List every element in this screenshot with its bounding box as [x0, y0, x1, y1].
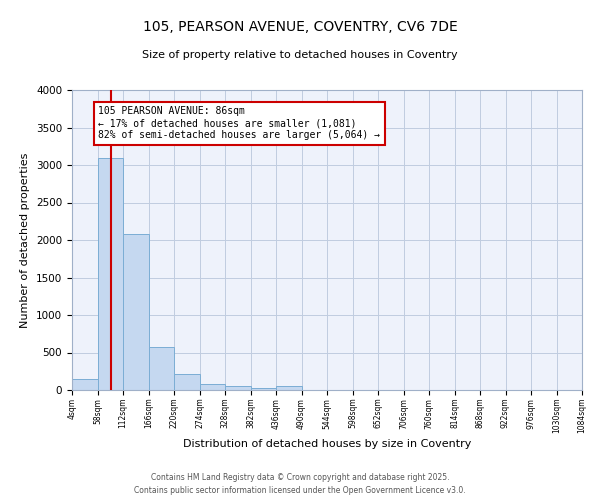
Y-axis label: Number of detached properties: Number of detached properties	[20, 152, 31, 328]
Bar	[225, 386, 251, 390]
Bar	[200, 384, 225, 390]
Bar	[97, 158, 123, 390]
Bar	[251, 388, 276, 390]
Bar	[276, 386, 302, 390]
Text: Contains public sector information licensed under the Open Government Licence v3: Contains public sector information licen…	[134, 486, 466, 495]
X-axis label: Distribution of detached houses by size in Coventry: Distribution of detached houses by size …	[183, 439, 471, 449]
Bar	[72, 379, 97, 390]
Text: Size of property relative to detached houses in Coventry: Size of property relative to detached ho…	[142, 50, 458, 60]
Bar	[123, 234, 149, 390]
Text: 105 PEARSON AVENUE: 86sqm
← 17% of detached houses are smaller (1,081)
82% of se: 105 PEARSON AVENUE: 86sqm ← 17% of detac…	[98, 106, 380, 140]
Bar	[149, 347, 174, 390]
Text: 105, PEARSON AVENUE, COVENTRY, CV6 7DE: 105, PEARSON AVENUE, COVENTRY, CV6 7DE	[143, 20, 457, 34]
Bar	[174, 374, 199, 390]
Text: Contains HM Land Registry data © Crown copyright and database right 2025.: Contains HM Land Registry data © Crown c…	[151, 474, 449, 482]
